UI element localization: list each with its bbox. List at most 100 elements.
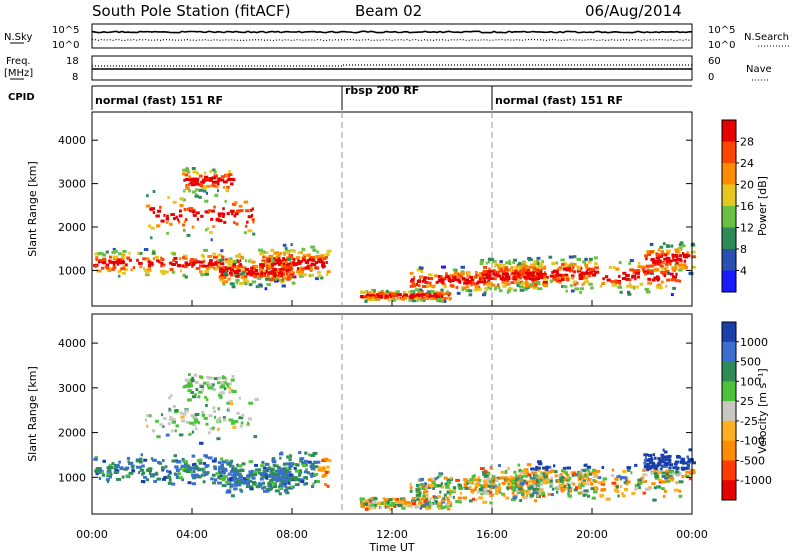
data-cell — [294, 469, 300, 473]
data-cell — [233, 473, 237, 477]
data-cell — [421, 486, 426, 490]
colorbar-swatch — [722, 401, 736, 422]
data-cell — [472, 497, 475, 501]
data-cell — [649, 250, 654, 254]
data-cell — [291, 261, 295, 265]
data-cell — [397, 297, 400, 301]
data-cell — [649, 242, 654, 246]
data-cell — [667, 454, 672, 458]
data-cell — [510, 281, 515, 285]
data-cell — [590, 286, 594, 290]
data-cell — [534, 281, 539, 285]
data-cell — [297, 260, 302, 264]
data-cell — [230, 402, 234, 406]
data-cell — [194, 393, 197, 397]
data-cell — [489, 287, 493, 291]
data-cell — [411, 299, 417, 303]
data-cell — [539, 271, 543, 275]
data-cell — [159, 205, 162, 209]
data-cell — [611, 474, 615, 478]
data-cell — [650, 455, 653, 459]
data-cell — [212, 481, 216, 485]
data-cell — [219, 396, 222, 400]
data-cell — [415, 283, 418, 286]
data-cell — [288, 458, 292, 462]
data-cell — [391, 292, 397, 296]
date-title: 06/Aug/2014 — [585, 2, 682, 20]
data-cell — [211, 388, 217, 392]
data-cell — [191, 474, 194, 478]
data-cell — [192, 395, 196, 399]
data-cell — [315, 460, 321, 464]
data-cell — [194, 427, 198, 431]
data-cell — [678, 248, 681, 252]
data-cell — [203, 416, 208, 420]
data-cell — [620, 485, 623, 489]
data-cell — [527, 473, 531, 477]
data-cell — [278, 492, 282, 496]
data-cell — [171, 270, 176, 274]
data-cell — [165, 217, 170, 221]
data-cell — [522, 264, 526, 268]
data-cell — [539, 479, 543, 483]
data-cell — [270, 265, 274, 269]
data-cell — [480, 484, 485, 488]
data-cell — [274, 482, 277, 486]
data-cell — [268, 474, 273, 478]
data-cell — [449, 274, 452, 278]
data-cell — [635, 271, 640, 275]
data-cell — [386, 500, 390, 504]
data-cell — [432, 284, 436, 288]
data-cell — [245, 480, 250, 484]
data-cell — [214, 478, 218, 482]
data-cell — [636, 275, 640, 279]
data-cell — [513, 470, 517, 474]
data-cell — [682, 263, 687, 267]
data-cell — [569, 269, 574, 273]
data-cell — [269, 485, 272, 489]
colorbar-swatch — [722, 420, 736, 442]
data-cell — [114, 469, 120, 473]
data-cell — [583, 276, 589, 280]
data-cell — [482, 273, 488, 277]
colorbar-swatch — [722, 480, 736, 501]
data-cell — [668, 463, 674, 467]
data-cell — [184, 261, 189, 265]
data-cell — [480, 467, 485, 471]
x-tick-label: 00:00 — [76, 528, 108, 541]
data-cell — [245, 477, 248, 481]
data-cell — [651, 278, 656, 282]
data-cell — [192, 213, 197, 217]
data-cell — [445, 274, 448, 278]
data-cell — [297, 477, 300, 481]
data-cell — [194, 194, 199, 198]
data-cell — [615, 490, 620, 494]
data-cell — [120, 258, 124, 262]
data-cell — [235, 274, 240, 278]
data-cell — [661, 456, 664, 460]
data-cell — [658, 478, 663, 482]
colorbar-swatch — [722, 163, 736, 185]
data-cell — [233, 468, 239, 472]
data-cell — [232, 390, 237, 394]
data-cell — [248, 283, 253, 287]
data-cell — [264, 467, 268, 470]
data-cell — [444, 296, 449, 300]
data-cell — [489, 479, 492, 483]
data-cell — [226, 185, 230, 189]
data-cell — [276, 268, 280, 272]
data-cell — [474, 275, 478, 279]
data-cell — [570, 284, 573, 288]
data-cell — [494, 264, 497, 268]
data-cell — [517, 463, 521, 467]
data-cell — [156, 224, 161, 228]
data-cell — [459, 491, 462, 495]
data-cell — [668, 259, 673, 263]
data-cell — [184, 462, 188, 466]
data-cell — [289, 263, 293, 267]
data-cell — [289, 262, 292, 266]
data-cell — [549, 481, 553, 485]
data-cell — [143, 248, 149, 251]
data-cell — [228, 173, 233, 177]
data-cell — [226, 462, 232, 466]
